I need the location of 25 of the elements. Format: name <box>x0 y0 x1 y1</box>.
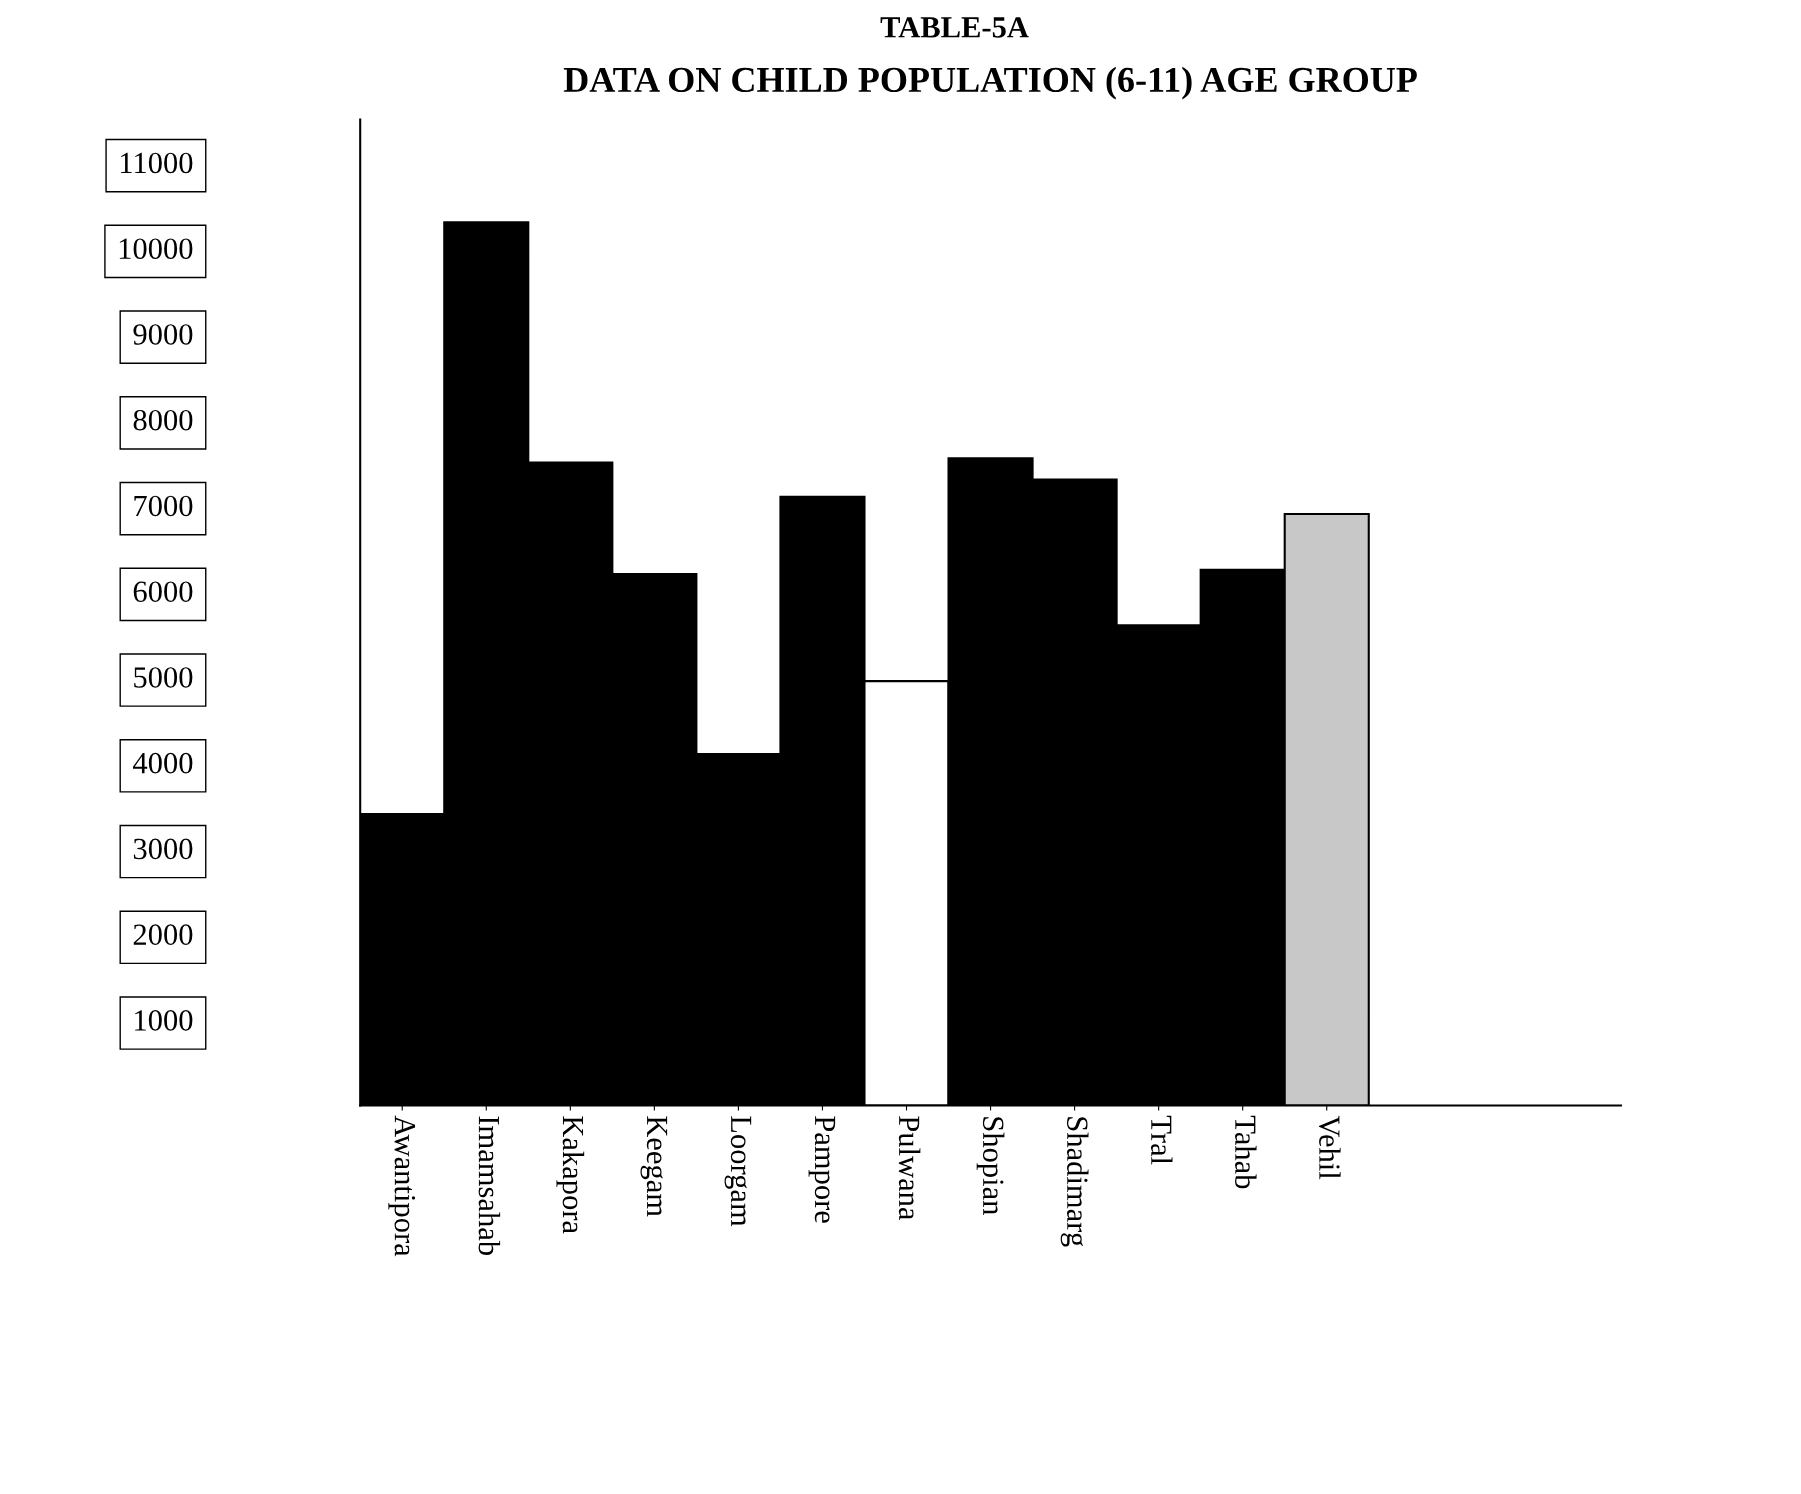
y-tick-label: 11000 <box>120 152 193 174</box>
y-tick-label: 4000 <box>133 752 193 774</box>
x-tick-label: Vehil <box>1318 1115 1341 1180</box>
y-tick-label: 9000 <box>133 324 193 345</box>
y-tick-label: 7000 <box>134 495 193 517</box>
x-tick-label: Kakapora <box>556 1116 585 1234</box>
y-tick-label: 10000 <box>119 238 193 260</box>
x-tick-label: Tral <box>1150 1115 1173 1165</box>
x-tick-label: Shopian <box>976 1117 1005 1215</box>
x-tick-label: Loorgam <box>724 1116 752 1227</box>
x-tick-label: Shadimarg <box>1060 1117 1089 1247</box>
x-tick-label: Tahab <box>1235 1115 1257 1189</box>
y-tick-label: 2000 <box>133 924 193 945</box>
chart-subtitle: DATA ON CHILD POPULATION (6-11) AGE GROUP <box>563 66 1417 100</box>
y-tick-label: 1000 <box>135 1010 193 1031</box>
y-tick-label: 5000 <box>134 667 193 688</box>
y-tick-label: 6000 <box>133 581 193 603</box>
x-tick-label: Pampore <box>808 1116 836 1223</box>
x-tick-label: Keegam <box>640 1116 668 1217</box>
x-tick-label: Pulwana <box>898 1116 921 1221</box>
x-tick-label: Imamsahab <box>478 1116 501 1255</box>
y-tick-label: 3000 <box>133 838 193 860</box>
x-tick-label: Awantipora <box>388 1115 416 1257</box>
chart-title: TABLE-5A <box>880 17 1029 38</box>
y-tick-label: 8000 <box>133 409 193 431</box>
